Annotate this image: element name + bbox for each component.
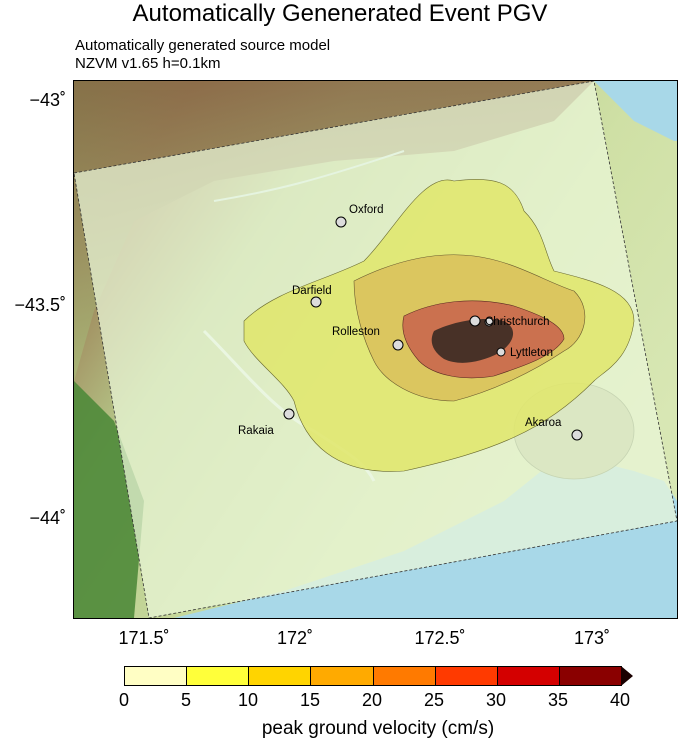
pgv-contour-peak xyxy=(431,319,514,363)
lat-label-44: −44˚ xyxy=(29,508,66,528)
colorbar-tick-label: 15 xyxy=(299,690,321,710)
subtitle-velocity-model: NZVM v1.65 h=0.1km xyxy=(75,55,221,72)
colorbar-tick-label: 30 xyxy=(485,690,507,710)
lon-label-172: 172˚ xyxy=(276,628,314,648)
colorbar-segment xyxy=(187,667,250,685)
colorbar-tick-label: 35 xyxy=(547,690,569,710)
colorbar-tick-label: 20 xyxy=(361,690,383,710)
lon-label-172-5: 172.5˚ xyxy=(414,628,466,648)
colorbar-overflow-arrow xyxy=(621,666,633,686)
colorbar-segment xyxy=(435,667,498,685)
town-oxford[interactable]: Oxford xyxy=(335,204,384,228)
town-rakaia[interactable]: Rakaia xyxy=(238,408,295,437)
colorbar-label: peak ground velocity (cm/s) xyxy=(261,718,495,739)
svg-text:Akaroa: Akaroa xyxy=(525,417,562,429)
svg-text:Christchurch: Christchurch xyxy=(485,316,550,328)
pgv-map[interactable]: Oxford Darfield Rolleston Christchurch L… xyxy=(73,80,678,619)
lat-label-43-5: −43.5˚ xyxy=(14,295,66,315)
colorbar-tick-label: 0 xyxy=(118,690,130,710)
town-rolleston[interactable]: Rolleston xyxy=(332,326,404,351)
svg-text:Rolleston: Rolleston xyxy=(332,326,380,338)
map-canvas: Oxford Darfield Rolleston Christchurch L… xyxy=(74,81,677,618)
town-akaroa[interactable]: Akaroa xyxy=(525,417,583,441)
colorbar-segment xyxy=(249,667,312,685)
subtitle-source-model: Automatically generated source model xyxy=(75,37,331,54)
colorbar-segment xyxy=(373,667,436,685)
colorbar-tick-label: 40 xyxy=(609,690,631,710)
colorbar-segment xyxy=(559,667,621,685)
svg-text:Lyttleton: Lyttleton xyxy=(510,347,553,359)
svg-text:Oxford: Oxford xyxy=(349,204,384,216)
colorbar-tick-label: 5 xyxy=(180,690,192,710)
town-darfield[interactable]: Darfield xyxy=(292,285,332,308)
colorbar-segment xyxy=(497,667,560,685)
colorbar-segment xyxy=(311,667,374,685)
colorbar-tick-label: 25 xyxy=(423,690,445,710)
svg-text:Darfield: Darfield xyxy=(292,285,332,297)
colorbar-segment xyxy=(125,667,188,685)
pgv-colorbar xyxy=(124,666,622,686)
svg-text:Rakaia: Rakaia xyxy=(238,425,274,437)
colorbar-tick-label: 10 xyxy=(237,690,259,710)
lat-label-43: −43˚ xyxy=(29,90,66,110)
town-lyttleton[interactable]: Lyttleton xyxy=(496,347,553,359)
western-mountains xyxy=(74,381,144,618)
lon-label-171-5: 171.5˚ xyxy=(118,628,170,648)
lon-label-173: 173˚ xyxy=(573,628,611,648)
map-title: Automatically Genenerated Event PGV xyxy=(132,0,548,27)
town-christchurch[interactable]: Christchurch xyxy=(469,315,550,328)
